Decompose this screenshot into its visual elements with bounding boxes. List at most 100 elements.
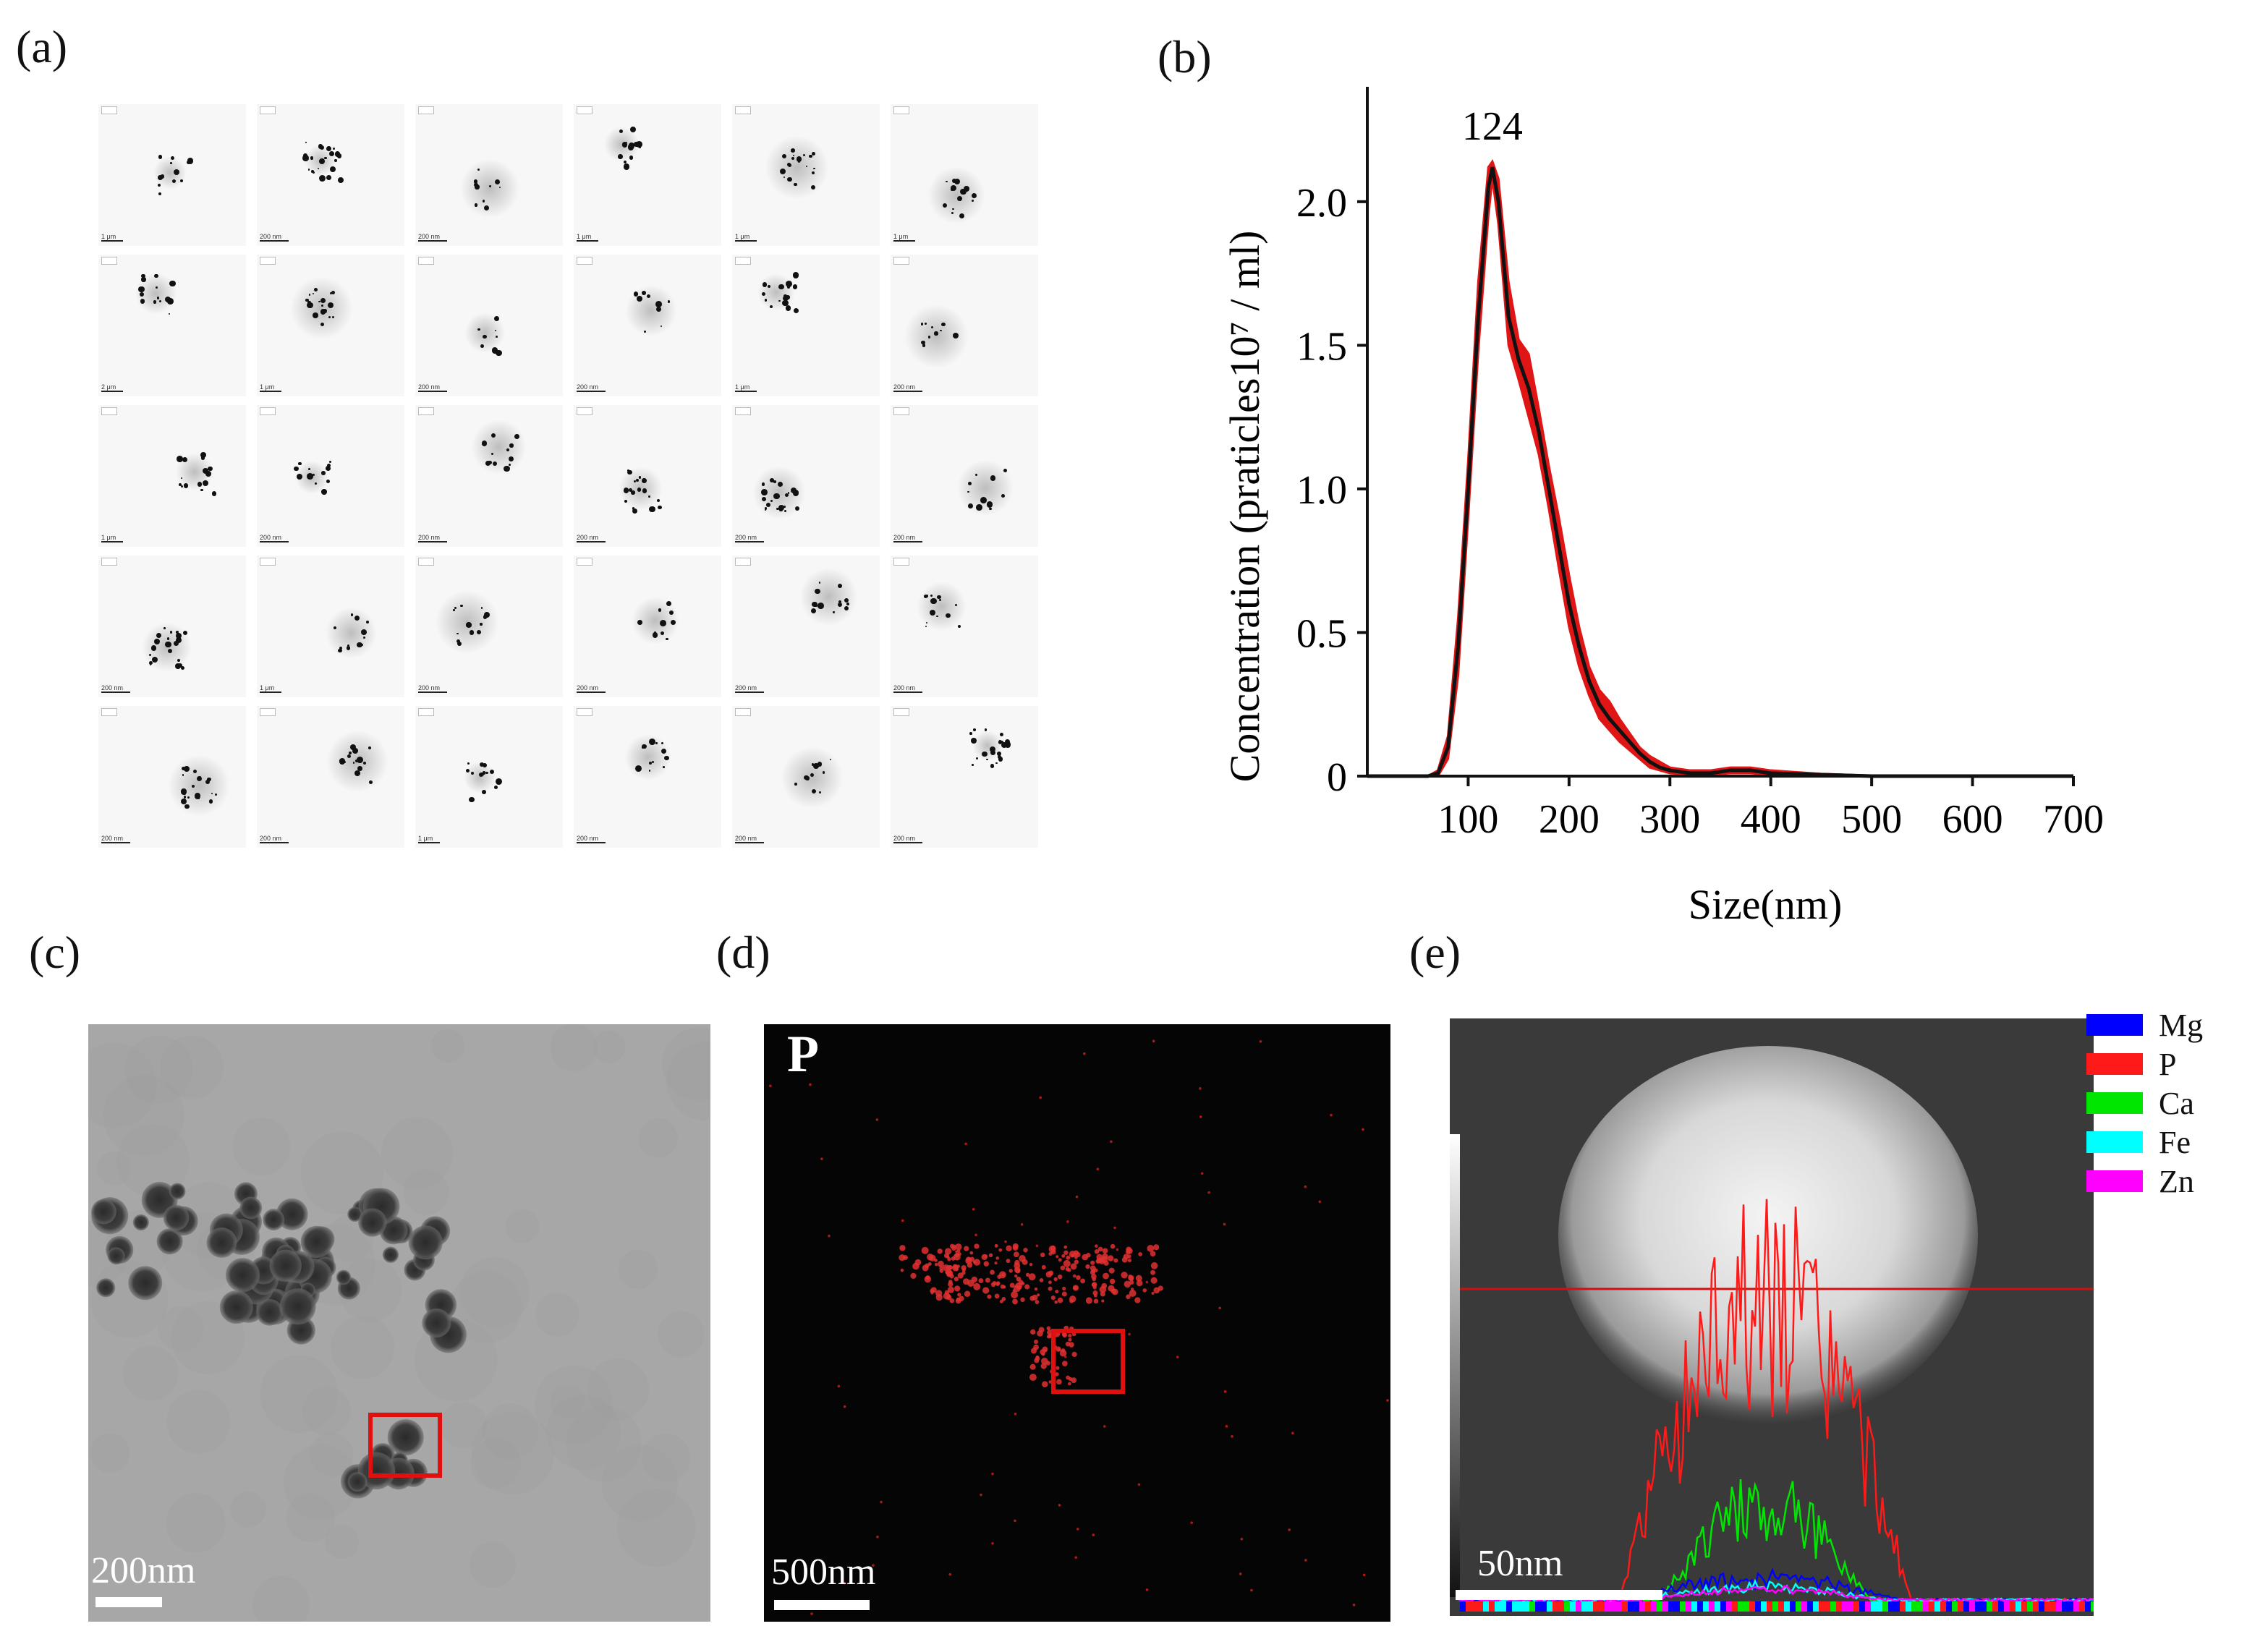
particle <box>973 728 976 731</box>
tem-grid-cell: 200 nm <box>732 556 880 697</box>
particle <box>181 799 187 805</box>
particle <box>661 631 665 636</box>
particle <box>466 622 472 628</box>
p-signal-dot <box>1072 1274 1076 1278</box>
particle <box>986 501 993 508</box>
particle <box>642 488 647 493</box>
particle <box>792 154 795 157</box>
particle <box>319 145 324 150</box>
nanoparticle <box>408 1225 443 1260</box>
particle <box>483 205 490 211</box>
particle <box>315 482 318 485</box>
cell-scale-bar-label: 200 nm <box>577 534 606 542</box>
particle <box>362 762 366 765</box>
p-signal-dot <box>994 1243 998 1248</box>
particle <box>980 496 988 503</box>
particle <box>648 770 650 772</box>
p-signal-dot <box>1135 1274 1142 1282</box>
baseline-noise <box>2073 1601 2079 1612</box>
particle <box>784 493 789 497</box>
p-signal-dot <box>1288 1528 1291 1531</box>
particle <box>623 160 627 164</box>
particle <box>495 330 497 332</box>
p-signal-dot <box>964 1246 969 1251</box>
particle <box>623 163 630 170</box>
baseline-noise <box>1576 1601 1581 1612</box>
background-texture <box>230 1491 266 1528</box>
background-texture <box>505 1209 540 1243</box>
particle <box>209 799 213 804</box>
p-signal-dot <box>1093 1293 1097 1298</box>
p-signal-dot <box>1150 1277 1158 1284</box>
panel-label-d: (d) <box>716 927 770 978</box>
cell-scale-bar-label: 200 nm <box>418 684 448 693</box>
background-texture <box>642 1433 691 1482</box>
background-texture <box>232 1118 291 1176</box>
background-texture <box>430 1029 465 1063</box>
particle <box>767 284 771 289</box>
particle <box>346 646 351 650</box>
p-signal-dot <box>1150 1251 1156 1257</box>
image-id-tag <box>577 106 593 114</box>
particle <box>809 154 812 158</box>
p-signal-dot <box>872 1564 875 1567</box>
particle <box>805 165 808 168</box>
particle <box>777 481 783 488</box>
particle <box>810 773 815 777</box>
nanoparticle <box>300 1225 333 1259</box>
p-signal-dot <box>1076 1275 1081 1280</box>
particle <box>305 141 307 143</box>
particle <box>817 602 824 609</box>
particle <box>326 175 332 181</box>
particle <box>183 796 187 799</box>
particle <box>192 785 195 788</box>
p-signal-dot <box>1386 1399 1389 1402</box>
background-texture <box>593 1030 626 1063</box>
baseline-noise <box>1529 1601 1535 1612</box>
particle <box>326 145 332 152</box>
particle <box>483 334 487 339</box>
particle <box>651 761 654 764</box>
particle <box>934 331 938 336</box>
p-signal-dot <box>1061 1254 1066 1258</box>
p-signal-dot <box>1014 1274 1018 1278</box>
particle <box>792 489 799 496</box>
p-signal-dot <box>1083 1052 1086 1055</box>
p-signal-dot <box>1056 1346 1061 1352</box>
tem-grid-cell: 1 μm <box>415 706 563 848</box>
particle <box>177 659 181 663</box>
particle <box>480 344 485 348</box>
p-signal-dot <box>912 1262 919 1270</box>
particle <box>165 296 171 302</box>
p-signal-dot <box>1091 1269 1096 1274</box>
p-signal-dot <box>947 1257 951 1261</box>
background-texture <box>260 1355 339 1433</box>
particle <box>951 211 954 214</box>
particle <box>655 300 663 307</box>
particle <box>943 203 948 208</box>
p-signal-dot <box>1065 1267 1070 1272</box>
particle <box>331 315 335 319</box>
particle <box>822 771 825 775</box>
particle <box>1001 741 1003 744</box>
nanoparticle <box>387 1419 424 1456</box>
particle <box>790 488 797 494</box>
particle <box>793 307 799 313</box>
particle <box>141 277 146 282</box>
particle <box>308 468 311 471</box>
tem-grid-cell: 200 nm <box>415 556 563 697</box>
baseline-noise <box>1726 1601 1732 1612</box>
tem-grid-cell: 200 nm <box>415 255 563 396</box>
p-signal-dot <box>880 1500 883 1504</box>
particle <box>327 464 331 468</box>
particle <box>634 480 636 482</box>
particle <box>619 129 624 134</box>
p-signal-dot <box>1042 1381 1048 1387</box>
particle <box>967 481 972 486</box>
baseline-noise <box>1639 1601 1645 1612</box>
p-signal-dot <box>995 1256 1000 1260</box>
particle <box>200 456 205 460</box>
particle <box>765 502 771 507</box>
p-signal-dot <box>1097 1246 1103 1252</box>
p-signal-dot <box>1136 1280 1143 1287</box>
